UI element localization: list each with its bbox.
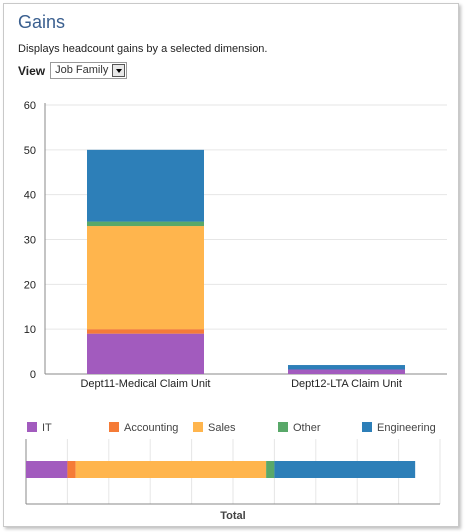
legend-swatch-engineering [362,422,372,432]
bar-accounting[interactable] [87,329,204,334]
total-category-label: Total [220,510,245,522]
bar-engineering[interactable] [288,365,405,370]
x-category-label: Dept11-Medical Claim Unit [80,378,210,390]
total-bar-it[interactable] [26,461,68,478]
view-dropdown[interactable]: Job Family [50,62,128,79]
view-label: View [18,63,46,78]
total-bar-sales[interactable] [75,461,267,478]
y-tick-label: 30 [24,235,36,247]
y-tick-label: 10 [24,324,36,336]
total-bar-other[interactable] [266,461,275,478]
chevron-down-icon[interactable] [112,64,126,77]
legend-label-sales: Sales [208,422,236,434]
legend-label-it: IT [42,422,52,434]
legend-label-other: Other [293,422,321,434]
view-selector-row: View Job Family [18,62,128,79]
legend-swatch-accounting [109,422,119,432]
legend-swatch-other [278,422,288,432]
bar-it[interactable] [87,333,204,374]
y-tick-label: 60 [24,100,36,112]
legend-swatch-it [27,422,37,432]
legend-label-engineering: Engineering [377,422,436,434]
y-tick-label: 40 [24,190,36,202]
gains-panel: Gains Displays headcount gains by a sele… [3,3,459,527]
page-description: Displays headcount gains by a selected d… [18,43,268,55]
bar-sales[interactable] [87,226,204,330]
bar-engineering[interactable] [87,149,204,222]
bar-it[interactable] [288,369,405,374]
total-bar-accounting[interactable] [67,461,76,478]
bar-other[interactable] [87,221,204,227]
view-dropdown-value: Job Family [55,64,109,76]
total-bar-engineering[interactable] [274,461,416,478]
page-title: Gains [18,12,66,32]
x-category-label: Dept12-LTA Claim Unit [291,378,402,390]
y-tick-label: 20 [24,279,36,291]
legend-label-accounting: Accounting [124,422,178,434]
legend-swatch-sales [193,422,203,432]
y-tick-label: 50 [24,145,36,157]
y-tick-label: 0 [30,369,36,381]
